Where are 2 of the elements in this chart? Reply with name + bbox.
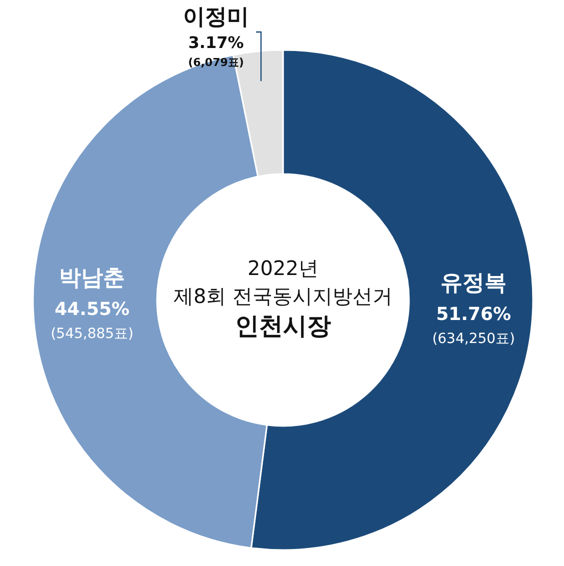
text: 인천시장 <box>235 312 331 340</box>
text: 2022년 제8회 전국동시지방선거 <box>173 256 393 308</box>
